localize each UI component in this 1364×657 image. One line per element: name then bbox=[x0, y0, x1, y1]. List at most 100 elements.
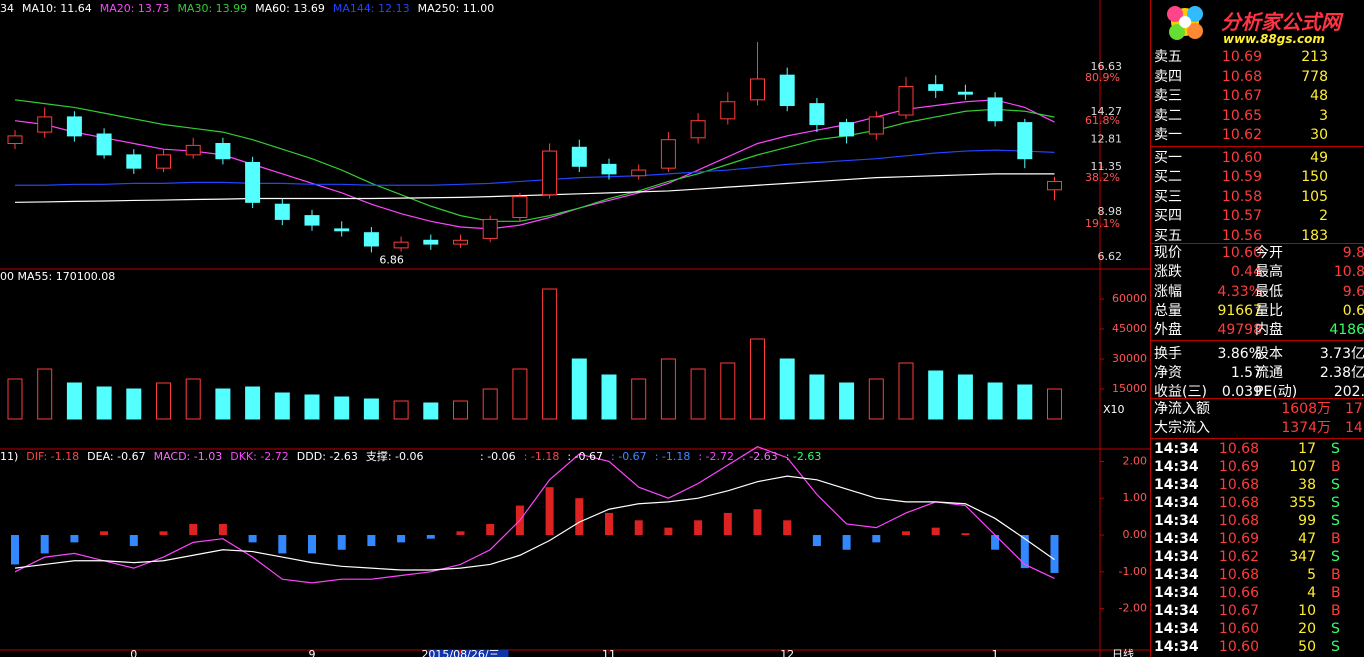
candle-body bbox=[393, 241, 409, 249]
book-volume: 150 bbox=[1301, 169, 1328, 185]
period-label: 日线 bbox=[1112, 647, 1134, 657]
quote-value: 0.44 bbox=[1230, 264, 1262, 281]
trade-volume: 107 bbox=[1289, 459, 1316, 475]
book-price: 10.58 bbox=[1221, 188, 1262, 205]
macd-bar bbox=[129, 535, 138, 547]
trade-side: S bbox=[1331, 621, 1340, 637]
book-label: 买二 bbox=[1154, 169, 1182, 185]
trade-volume: 355 bbox=[1289, 495, 1316, 511]
book-price: 10.68 bbox=[1221, 68, 1262, 85]
quote-value: 9.6 bbox=[1342, 283, 1364, 300]
trade-volume: 99 bbox=[1298, 513, 1316, 529]
trade-time: 14:34 bbox=[1154, 603, 1199, 619]
trade-volume: 5 bbox=[1307, 567, 1316, 583]
book-volume: 778 bbox=[1301, 68, 1328, 85]
volume-bar bbox=[809, 374, 825, 420]
book-label: 卖五 bbox=[1154, 49, 1182, 65]
book-volume: 183 bbox=[1301, 227, 1328, 244]
trade-side: B bbox=[1331, 531, 1341, 547]
macd-bar bbox=[991, 535, 1000, 550]
quote-label: 最高 bbox=[1255, 264, 1283, 281]
x-tick-label: 1 bbox=[992, 648, 999, 657]
volume-bar bbox=[334, 396, 350, 420]
macd-bar bbox=[308, 535, 316, 554]
macd-bar bbox=[605, 512, 613, 536]
book-label: 买四 bbox=[1154, 208, 1182, 224]
trade-time: 14:34 bbox=[1154, 567, 1199, 583]
legend-item: MACD: -1.03 bbox=[154, 450, 223, 463]
quote-label: 收益(三) bbox=[1154, 384, 1207, 401]
macd-bar bbox=[397, 535, 406, 543]
flow-value: 14 bbox=[1345, 420, 1363, 436]
trade-side: S bbox=[1331, 477, 1340, 493]
y-tick-label: 30000 bbox=[1112, 352, 1147, 365]
quote-label: 最低 bbox=[1255, 283, 1283, 300]
book-price: 10.62 bbox=[1221, 127, 1262, 143]
macd-bar bbox=[783, 520, 792, 536]
book-price: 10.67 bbox=[1221, 88, 1262, 104]
volume-bar bbox=[571, 358, 587, 420]
candle-body bbox=[571, 146, 587, 167]
separator bbox=[1151, 243, 1364, 244]
quote-value: 1.57 bbox=[1230, 364, 1262, 381]
legend-item: 34 bbox=[0, 2, 14, 15]
macd-bar bbox=[545, 487, 554, 536]
quote-value: 3.73亿 bbox=[1319, 345, 1364, 362]
trade-volume: 50 bbox=[1298, 639, 1316, 655]
trade-time: 14:34 bbox=[1154, 639, 1199, 655]
legend-item: : -0.06 bbox=[480, 450, 516, 463]
candle-body bbox=[928, 84, 944, 91]
book-volume: 49 bbox=[1310, 149, 1328, 166]
candle-body bbox=[156, 154, 171, 169]
candle-body bbox=[512, 196, 528, 219]
chart: 16.63 14.27 12.81 11.35 8.98 6.62 80.9% 61.8% 38… bbox=[0, 0, 1150, 657]
quote-panel: 分析家公式网 www.88gs.com 卖五 10.69 213 卖四 10.68 778… bbox=[1150, 0, 1364, 657]
macd-bar bbox=[753, 509, 762, 536]
volume-bar bbox=[542, 288, 558, 420]
macd-bar bbox=[40, 535, 49, 554]
y-tick-label: 60000 bbox=[1112, 292, 1147, 305]
trade-volume: 20 bbox=[1298, 621, 1316, 637]
volume-bar bbox=[839, 382, 855, 420]
y-tick-label: 45000 bbox=[1112, 322, 1147, 335]
book-volume: 30 bbox=[1310, 127, 1328, 143]
trade-volume: 17 bbox=[1298, 441, 1316, 457]
candle-body bbox=[482, 218, 498, 239]
golden-tick-label: 19.1% bbox=[1085, 217, 1120, 230]
legend-item: DDD: -2.63 bbox=[297, 450, 358, 463]
trade-side: S bbox=[1331, 441, 1340, 457]
trade-side: B bbox=[1331, 567, 1341, 583]
legend-item: : -2.63 bbox=[742, 450, 778, 463]
y-tick-label: 1.00 bbox=[1123, 491, 1148, 504]
legend-item: : -0.67 bbox=[611, 450, 647, 463]
volume-bar bbox=[690, 368, 706, 420]
trade-time: 14:34 bbox=[1154, 459, 1199, 475]
macd-bar bbox=[367, 535, 376, 547]
volume-bar bbox=[1017, 384, 1033, 420]
volume-bar bbox=[393, 400, 409, 420]
quote-label: 内盘 bbox=[1255, 322, 1283, 339]
legend-item: MA20: 13.73 bbox=[100, 2, 170, 15]
macd-bar bbox=[337, 535, 346, 550]
book-volume: 213 bbox=[1301, 49, 1328, 65]
macd-bar bbox=[664, 527, 673, 536]
candle-body bbox=[660, 139, 676, 169]
book-price: 10.69 bbox=[1221, 49, 1262, 65]
trade-price: 10.60 bbox=[1218, 621, 1259, 637]
macd-bar bbox=[634, 520, 643, 536]
book-price: 10.57 bbox=[1221, 208, 1262, 224]
ma-line bbox=[14, 446, 1055, 584]
volume-bar bbox=[660, 358, 676, 420]
quote-label: 外盘 bbox=[1154, 322, 1182, 339]
legend-item: : -2.72 bbox=[698, 450, 734, 463]
volume-bar bbox=[37, 368, 53, 420]
y-tick-label: 6.62 bbox=[1098, 250, 1123, 263]
trade-volume: 47 bbox=[1298, 531, 1316, 547]
separator bbox=[1151, 398, 1364, 399]
trade-price: 10.66 bbox=[1218, 585, 1259, 601]
trade-side: S bbox=[1331, 495, 1340, 511]
date-highlight bbox=[428, 650, 509, 657]
candle-body bbox=[987, 97, 1003, 122]
volume-bar bbox=[304, 394, 320, 420]
y-tick-label: 15000 bbox=[1112, 382, 1147, 395]
